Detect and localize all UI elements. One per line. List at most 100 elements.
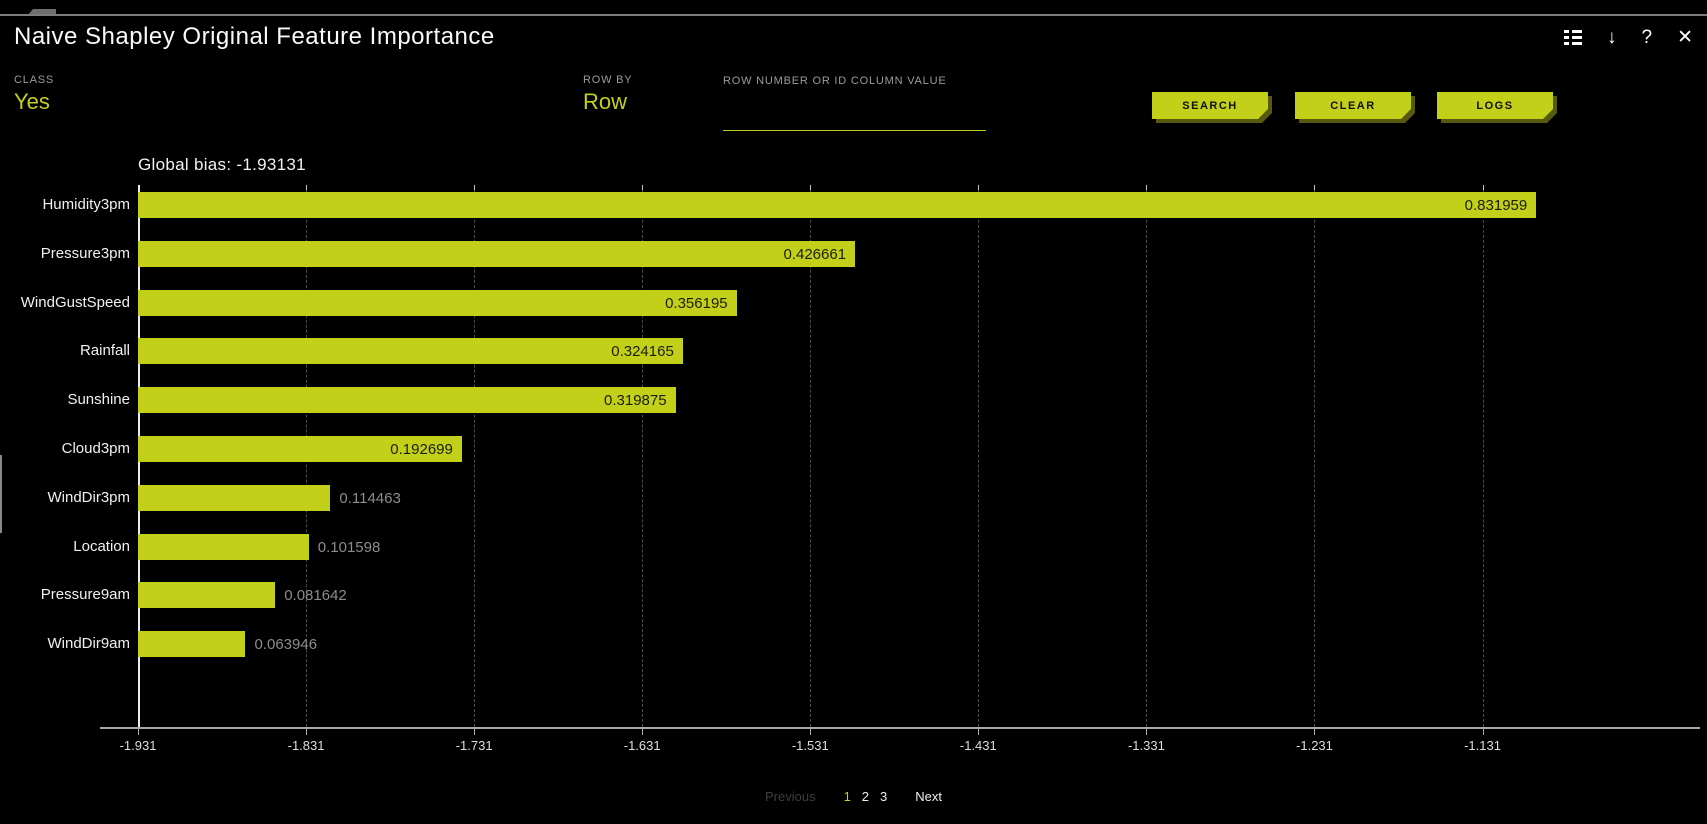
pagination-page-1[interactable]: 1 (843, 789, 851, 804)
feature-importance-bar[interactable] (138, 387, 676, 414)
top-tick-mark (810, 185, 812, 190)
row-search-input[interactable] (723, 109, 986, 131)
top-tick-mark (306, 185, 308, 190)
download-icon[interactable]: ↓ (1607, 26, 1617, 48)
x-tick-label: -1.931 (119, 738, 157, 753)
category-label: Location (73, 537, 130, 555)
scroll-indicator (0, 455, 2, 533)
plot-area: 0.831959 0.426661 0.356195 0.324165 0.319875… (138, 185, 1538, 727)
feature-importance-bar[interactable] (138, 192, 1537, 218)
row-by-label: ROW BY (583, 74, 633, 86)
x-tick-label: -1.831 (287, 738, 325, 753)
class-field: CLASS Yes (14, 74, 54, 115)
bar-value-label: 0.114463 (339, 489, 401, 507)
top-tick-mark (978, 185, 980, 190)
chart-title: Global bias: -1.93131 (138, 155, 306, 174)
search-button[interactable]: SEARCH (1152, 92, 1268, 119)
pagination-previous[interactable]: Previous (764, 789, 816, 804)
pagination-page-3[interactable]: 3 (880, 789, 888, 804)
bar-value-label: 0.426661 (783, 245, 847, 263)
top-tick-mark (474, 185, 476, 190)
category-label: Pressure3pm (40, 244, 130, 262)
feature-importance-bar[interactable] (138, 338, 683, 365)
feature-importance-bar[interactable] (138, 533, 309, 560)
category-label: Rainfall (79, 342, 130, 360)
x-tick-mark (1314, 729, 1316, 735)
gridline (474, 185, 476, 727)
bar-value-label: 0.063946 (254, 636, 318, 654)
category-label: Sunshine (67, 391, 130, 409)
class-value[interactable]: Yes (14, 89, 50, 114)
feature-importance-bar[interactable] (138, 240, 856, 267)
display-options-icon[interactable] (1564, 29, 1582, 45)
list-glyph (1564, 29, 1582, 45)
top-tick-mark (1146, 185, 1148, 190)
x-tick-mark (642, 729, 644, 735)
window-top-border (0, 14, 1707, 16)
logs-button-wrap: LOGS (1437, 92, 1553, 119)
gridline (1146, 185, 1148, 727)
x-tick-mark (1146, 729, 1148, 735)
category-label: Cloud3pm (61, 440, 130, 457)
row-by-value[interactable]: Row (583, 89, 628, 114)
x-tick-mark (138, 729, 139, 735)
feature-importance-bar[interactable] (138, 484, 331, 511)
x-axis-line (100, 727, 1700, 729)
x-tick-label: -1.631 (623, 738, 661, 753)
search-button-wrap: SEARCH (1152, 92, 1268, 119)
gridline (1482, 185, 1484, 727)
x-tick-label: -1.531 (791, 738, 829, 753)
pagination-page-2[interactable]: 2 (861, 789, 870, 804)
category-labels: Humidity3pm Pressure3pm WindGustSpeed Rainf… (0, 185, 130, 727)
row-by-field: ROW BY Row (583, 74, 632, 115)
x-tick-label: -1.731 (455, 738, 493, 753)
bar-value-label: 0.192699 (390, 441, 453, 458)
top-tick-mark (1314, 185, 1316, 190)
bar-value-label: 0.101598 (317, 538, 381, 556)
top-tick-mark (1482, 185, 1484, 190)
title-icons: ↓ ? ✕ (1564, 28, 1693, 47)
pagination-next[interactable]: Next (915, 789, 942, 804)
gridline (642, 185, 644, 727)
gridline (810, 185, 812, 727)
x-tick-mark (1482, 729, 1484, 735)
feature-importance-bar[interactable] (138, 289, 737, 316)
titlebar: Naive Shapley Original Feature Importanc… (14, 20, 1693, 54)
feature-importance-bar[interactable] (138, 436, 462, 462)
bar-value-label: 0.356195 (665, 294, 728, 312)
x-tick-mark (306, 729, 308, 735)
category-label: WindDir3pm (47, 488, 130, 506)
gridline (1314, 185, 1316, 727)
bar-value-label: 0.831959 (1464, 197, 1528, 214)
bar-value-label: 0.324165 (611, 343, 674, 361)
x-tick-label: -1.331 (1127, 738, 1165, 753)
x-tick-label: -1.231 (1296, 738, 1333, 753)
clear-button-wrap: CLEAR (1295, 92, 1411, 119)
logs-button[interactable]: LOGS (1437, 92, 1553, 119)
feature-importance-bar[interactable] (138, 631, 246, 658)
page-title: Naive Shapley Original Feature Importanc… (14, 23, 495, 50)
row-search-field: ROW NUMBER OR ID COLUMN VALUE (723, 75, 986, 131)
bar-value-label: 0.319875 (604, 392, 667, 410)
category-label: Pressure9am (40, 586, 130, 604)
window-top-tab (28, 9, 56, 15)
category-label: WindDir9am (47, 635, 130, 653)
bar-value-label: 0.081642 (284, 587, 347, 605)
feature-importance-bar[interactable] (138, 582, 276, 609)
close-icon[interactable]: ✕ (1677, 26, 1693, 48)
class-label: CLASS (14, 74, 55, 86)
gridline (978, 185, 980, 727)
clear-button[interactable]: CLEAR (1295, 92, 1411, 119)
category-label: WindGustSpeed (20, 293, 130, 311)
x-tick-label: -1.431 (959, 738, 997, 753)
x-tick-label: -1.131 (1464, 738, 1501, 753)
category-label: Humidity3pm (42, 196, 130, 213)
x-tick-mark (978, 729, 980, 735)
x-tick-mark (474, 729, 476, 735)
top-tick-mark (642, 185, 644, 190)
x-tick-mark (810, 729, 812, 735)
row-search-label: ROW NUMBER OR ID COLUMN VALUE (723, 75, 947, 87)
help-icon[interactable]: ? (1641, 26, 1653, 48)
